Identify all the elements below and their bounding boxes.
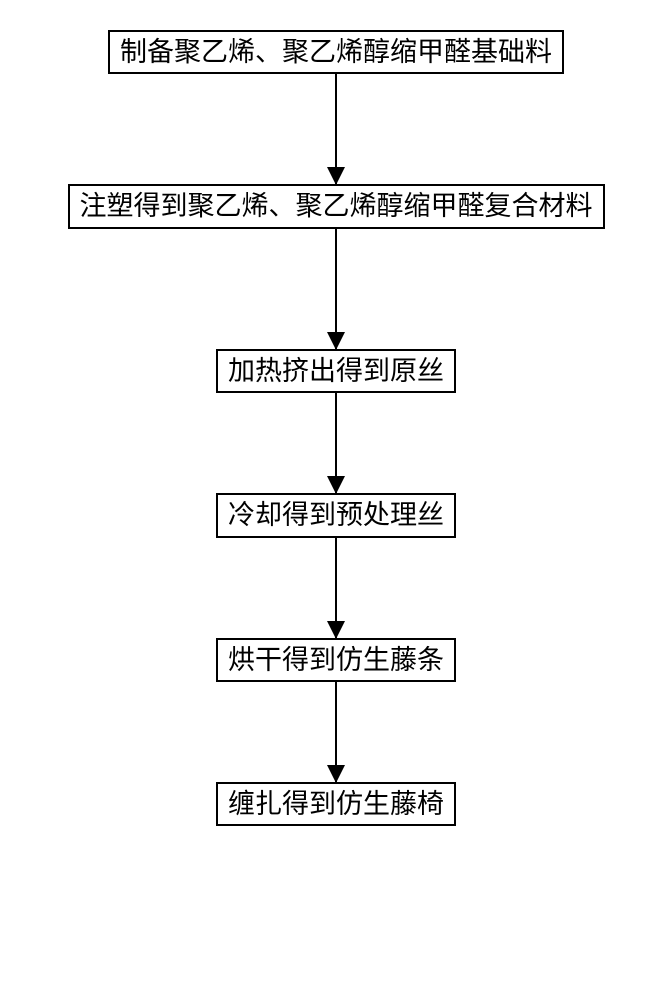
flow-node: 制备聚乙烯、聚乙烯醇缩甲醛基础料 <box>108 30 564 74</box>
flow-node: 注塑得到聚乙烯、聚乙烯醇缩甲醛复合材料 <box>68 184 605 228</box>
flow-node: 加热挤出得到原丝 <box>216 349 456 393</box>
flow-arrow <box>335 393 337 493</box>
arrow-head-icon <box>327 621 345 639</box>
flow-arrow <box>335 74 337 184</box>
flow-node: 缠扎得到仿生藤椅 <box>216 782 456 826</box>
arrow-head-icon <box>327 765 345 783</box>
arrow-head-icon <box>327 332 345 350</box>
flow-arrow <box>335 682 337 782</box>
flow-node: 烘干得到仿生藤条 <box>216 638 456 682</box>
flowchart-container: 制备聚乙烯、聚乙烯醇缩甲醛基础料 注塑得到聚乙烯、聚乙烯醇缩甲醛复合材料 加热挤… <box>0 0 672 856</box>
arrow-line <box>335 229 337 349</box>
flow-arrow <box>335 229 337 349</box>
flow-arrow <box>335 538 337 638</box>
arrow-head-icon <box>327 476 345 494</box>
flow-node: 冷却得到预处理丝 <box>216 493 456 537</box>
arrow-head-icon <box>327 167 345 185</box>
